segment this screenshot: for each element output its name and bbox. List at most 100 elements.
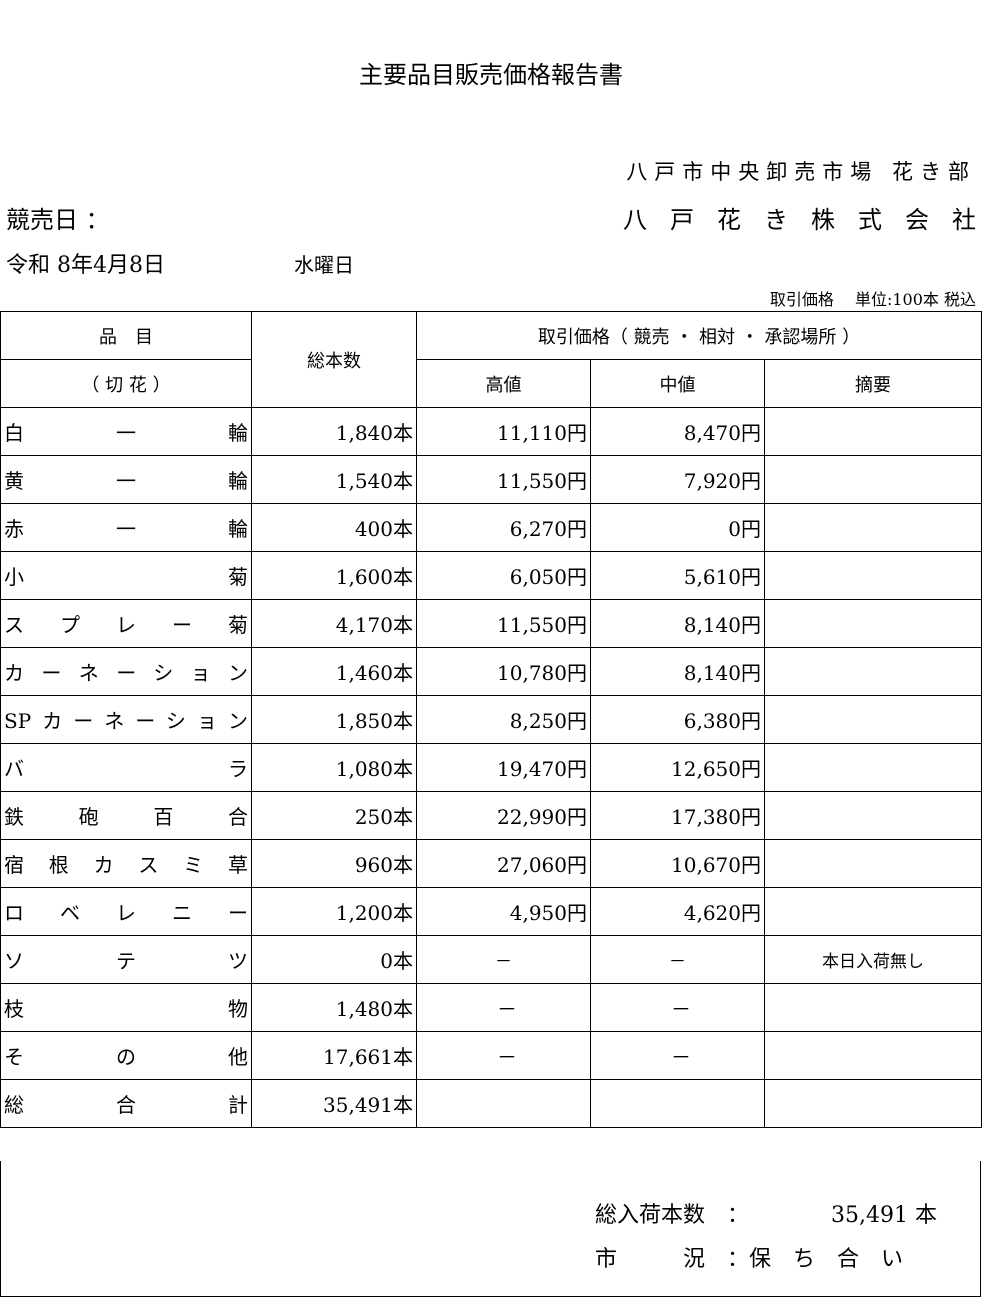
note	[764, 887, 982, 936]
table-row: 小菊 1,600本 6,050円 5,610円	[0, 551, 982, 600]
note	[764, 743, 982, 792]
mid-price: 17,380円	[590, 791, 765, 840]
table-row: SPカーネーション 1,850本 8,250円 6,380円	[0, 695, 982, 744]
item-name: 小菊	[0, 551, 252, 600]
table-row: 枝物 1,480本－－	[0, 983, 982, 1032]
item-name: バラ	[0, 743, 252, 792]
total-count: 960本	[251, 839, 417, 888]
item-name: カーネーション	[0, 647, 252, 696]
mid-price: －	[590, 1031, 765, 1080]
item-name: 黄一輪	[0, 455, 252, 504]
mid-price: 0円	[590, 503, 765, 552]
unit-note: 取引価格 単位:100本 税込	[769, 290, 976, 309]
mid-price: 8,140円	[590, 647, 765, 696]
table-row: 宿根カスミ草 960本 27,060円 10,670円	[0, 839, 982, 888]
high-price: 22,990円	[416, 791, 591, 840]
mid-price: 5,610円	[590, 551, 765, 600]
high-price: 4,950円	[416, 887, 591, 936]
total-count: 1,850本	[251, 695, 417, 744]
mid-price: 10,670円	[590, 839, 765, 888]
mid-price: 4,620円	[590, 887, 765, 936]
total-count: 1,600本	[251, 551, 417, 600]
table-row: 黄一輪 1,540本 11,550円 7,920円	[0, 455, 982, 504]
note	[764, 695, 982, 744]
item-name: その他	[0, 1031, 252, 1080]
mid-price: 8,140円	[590, 599, 765, 648]
table-row: 白一輪 1,840本 11,110円 8,470円	[0, 407, 982, 456]
table-row: ロベレニー 1,200本 4,950円 4,620円	[0, 887, 982, 936]
total-count: 1,080本	[251, 743, 417, 792]
table-row: その他 17,661本－－	[0, 1031, 982, 1080]
note: 本日入荷無し	[764, 935, 982, 984]
item-name: 枝物	[0, 983, 252, 1032]
item-name: 総合計	[0, 1079, 252, 1128]
item-name: スプレー菊	[0, 599, 252, 648]
note	[764, 455, 982, 504]
total-arrivals-label: 総入荷本数 ：	[595, 1203, 750, 1228]
mid-price: 7,920円	[590, 455, 765, 504]
table-row: 赤一輪 400本 6,270円 0円	[0, 503, 982, 552]
mid-price: 6,380円	[590, 695, 765, 744]
high-price	[416, 1079, 591, 1128]
page-title: 主要品目販売価格報告書	[359, 61, 623, 89]
item-name: ソテツ	[0, 935, 252, 984]
price-table: 品 目 総本数 取引価格（ 競売 ・ 相対 ・ 承認場所 ） （ 切 花 ） 高…	[0, 311, 982, 1128]
total-count: 0本	[251, 935, 417, 984]
header-item-label: 品 目	[99, 326, 153, 348]
note	[764, 503, 982, 552]
total-count: 1,840本	[251, 407, 417, 456]
table-row: 鉄砲百合 250本 22,990円 17,380円	[0, 791, 982, 840]
table-row: バラ 1,080本 19,470円 12,650円	[0, 743, 982, 792]
high-price: －	[416, 983, 591, 1032]
high-price: 10,780円	[416, 647, 591, 696]
total-count: 1,460本	[251, 647, 417, 696]
mid-price: 12,650円	[590, 743, 765, 792]
high-price: 11,110円	[416, 407, 591, 456]
total-count: 4,170本	[251, 599, 417, 648]
header-price: 取引価格（ 競売 ・ 相対 ・ 承認場所 ）	[416, 311, 982, 360]
market-condition: 市 況 ：保 ち 合 い	[595, 1247, 904, 1272]
item-name: 赤一輪	[0, 503, 252, 552]
company-name: 八戸花き株式会社	[623, 206, 982, 234]
mid-price: －	[590, 935, 765, 984]
header-high: 高値	[416, 359, 591, 408]
total-count: 1,200本	[251, 887, 417, 936]
item-name: 白一輪	[0, 407, 252, 456]
table-row: スプレー菊 4,170本 11,550円 8,140円	[0, 599, 982, 648]
high-price: 27,060円	[416, 839, 591, 888]
total-count: 250本	[251, 791, 417, 840]
total-arrivals-value: 35,491 本	[831, 1203, 937, 1228]
high-price: 11,550円	[416, 599, 591, 648]
total-count: 400本	[251, 503, 417, 552]
note	[764, 1031, 982, 1080]
total-count: 17,661本	[251, 1031, 417, 1080]
high-price: 6,270円	[416, 503, 591, 552]
note	[764, 551, 982, 600]
table-row: カーネーション 1,460本 10,780円 8,140円	[0, 647, 982, 696]
high-price: 6,050円	[416, 551, 591, 600]
item-name: ロベレニー	[0, 887, 252, 936]
header-item: 品 目	[0, 311, 252, 360]
total-count: 1,480本	[251, 983, 417, 1032]
item-name: SPカーネーション	[0, 695, 252, 744]
header-note: 摘要	[764, 359, 982, 408]
high-price: 19,470円	[416, 743, 591, 792]
table-row: 総合計 35,491本	[0, 1079, 982, 1128]
auction-date: 令和 8年4月8日	[6, 253, 165, 278]
header-item-sub: （ 切 花 ）	[0, 359, 252, 408]
auction-date-label: 競売日 ：	[6, 206, 110, 234]
note	[764, 791, 982, 840]
note	[764, 839, 982, 888]
header-mid: 中値	[590, 359, 765, 408]
market-name: 八戸市中央卸売市場 花き部	[626, 160, 976, 184]
weekday: 水曜日	[294, 253, 354, 277]
summary-box: 総入荷本数 ： 35,491 本 市 況 ：保 ち 合 い	[0, 1161, 981, 1297]
table-row: ソテツ 0本－－本日入荷無し	[0, 935, 982, 984]
mid-price: －	[590, 983, 765, 1032]
mid-price: 8,470円	[590, 407, 765, 456]
high-price: －	[416, 935, 591, 984]
mid-price	[590, 1079, 765, 1128]
note	[764, 1079, 982, 1128]
high-price: －	[416, 1031, 591, 1080]
